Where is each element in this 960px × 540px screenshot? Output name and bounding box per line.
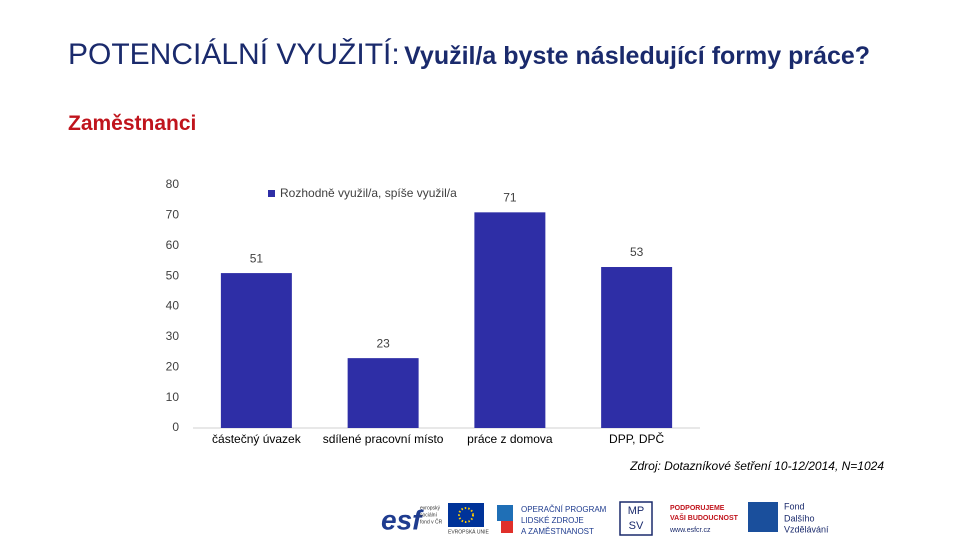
mpsv-text: SV (629, 520, 644, 532)
slide-title: POTENCIÁLNÍ VYUŽITÍ: Využil/a byste násl… (68, 34, 928, 81)
y-tick-label: 80 (166, 177, 180, 191)
y-tick-label: 70 (166, 208, 180, 222)
data-label: 53 (630, 245, 644, 259)
op-icon (501, 521, 513, 533)
data-label: 23 (376, 336, 390, 350)
y-tick-label: 50 (166, 268, 180, 282)
support-text: VAŠI BUDOUCNOST (670, 513, 739, 522)
y-tick-label: 20 (166, 359, 180, 373)
fdv-text: Fond (784, 501, 805, 511)
subtitle: Zaměstnanci (68, 112, 197, 135)
fdv-text: Dalšího (784, 513, 815, 523)
fdv-text: Vzdělávání (784, 524, 829, 534)
legend-label: Rozhodně využil/a, spíše využil/a (280, 186, 457, 200)
esf-logo: esf (381, 504, 424, 535)
esf-text: evropský (420, 505, 441, 511)
source-note: Zdroj: Dotazníkové šetření 10-12/2014, N… (629, 459, 884, 473)
eu-flag (448, 503, 484, 527)
mpsv-text: MP (628, 505, 645, 517)
eu-text: EVROPSKÁ UNIE (448, 528, 490, 535)
mpsv-logo (619, 501, 653, 536)
legend-swatch (268, 190, 275, 197)
y-tick-label: 60 (166, 238, 180, 252)
x-tick-label: práce z domova (467, 432, 553, 446)
y-tick-label: 10 (166, 390, 180, 404)
esf-text: sociální (420, 512, 438, 518)
data-label: 51 (250, 251, 264, 265)
op-text: OPERAČNÍ PROGRAM (521, 505, 607, 514)
title-question: Využil/a byste následující formy práce? (404, 42, 871, 70)
bar (601, 267, 673, 428)
op-text: A ZAMĚSTNANOST (521, 527, 594, 536)
support-text: www.esfcr.cz (669, 527, 711, 534)
footer-logos: esf evropský sociální fond v ČR EVROPSKÁ… (381, 501, 829, 536)
y-tick-label: 30 (166, 329, 180, 343)
op-icon (497, 505, 513, 521)
bar (474, 212, 546, 428)
x-tick-label: částečný úvazek (212, 432, 302, 446)
op-text: LIDSKÉ ZDROJE (521, 516, 584, 525)
x-tick-label: sdílené pracovní místo (323, 432, 444, 446)
esf-text: fond v ČR (420, 518, 443, 525)
support-text: PODPORUJEME (670, 505, 725, 512)
data-label: 71 (503, 191, 517, 205)
bar (347, 358, 419, 428)
fdv-icon (748, 502, 778, 532)
x-tick-label: DPP, DPČ (609, 431, 664, 446)
eu-stars (458, 507, 474, 523)
y-tick-label: 40 (166, 299, 180, 313)
bar (220, 273, 292, 428)
y-tick-label: 0 (172, 420, 179, 434)
title-main: POTENCIÁLNÍ VYUŽITÍ: (68, 38, 400, 71)
